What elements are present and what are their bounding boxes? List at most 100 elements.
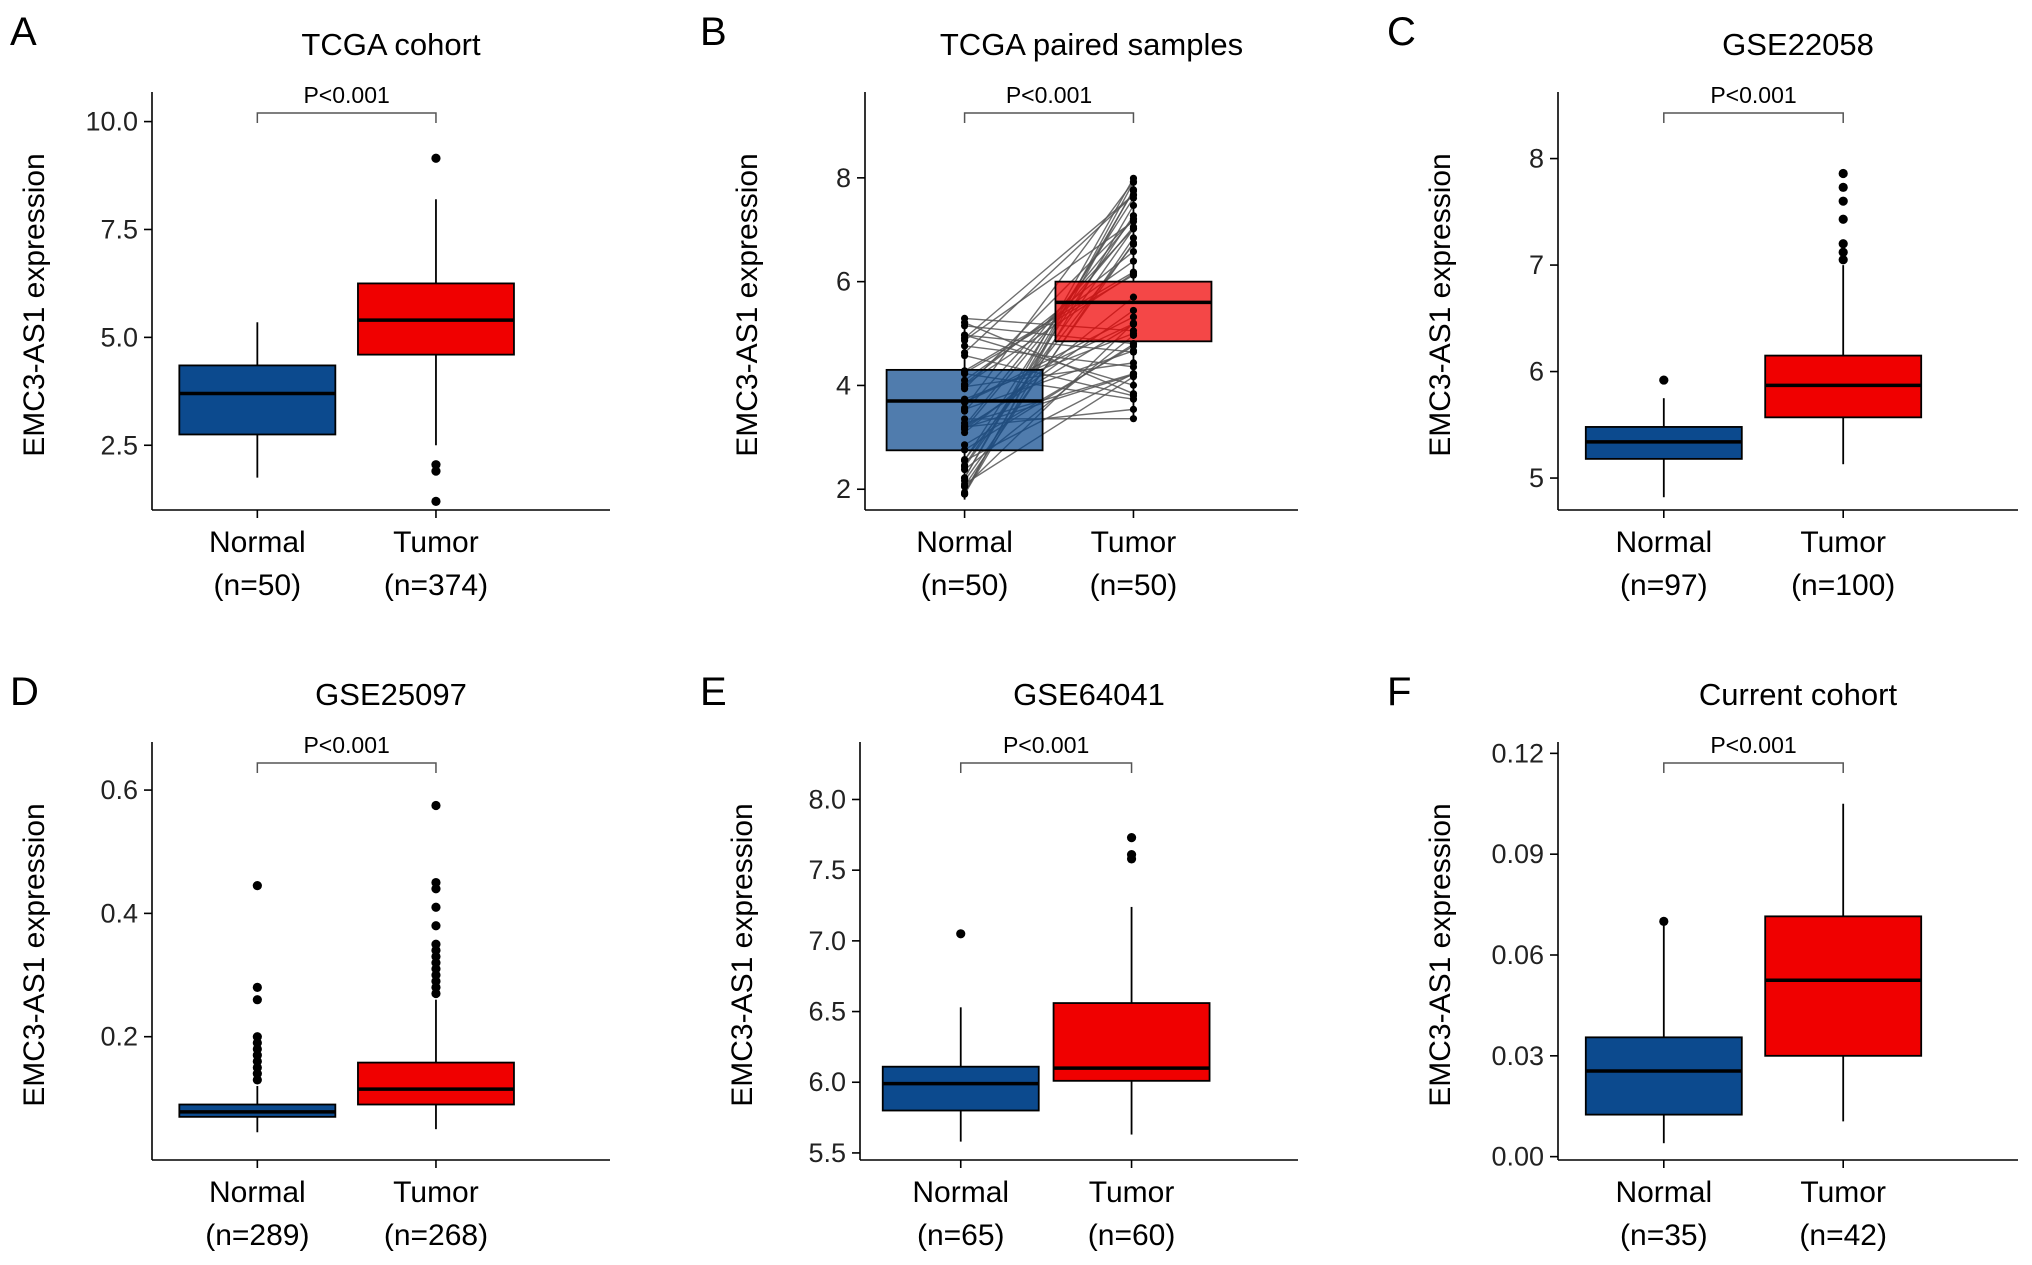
outlier-point xyxy=(1659,375,1669,385)
significance-bracket xyxy=(959,762,1133,773)
panel-letter: B xyxy=(700,10,727,54)
plot-area: 5 6 7 8 xyxy=(1529,92,2018,518)
outlier-point xyxy=(431,877,441,888)
paired-line xyxy=(964,334,1134,353)
chart-title: TCGA paired samples xyxy=(940,27,1243,62)
y-tick-label: 8.0 xyxy=(808,784,846,814)
plot-area: 0.2 0.4 0.6 xyxy=(100,742,610,1168)
sample-point xyxy=(960,385,969,393)
panel-c: C GSE22058 EMC3-AS1 expression P<0.001 N… xyxy=(1387,10,2018,602)
y-tick-label: 0.09 xyxy=(1491,839,1544,869)
sample-point xyxy=(1129,215,1138,223)
outlier-point xyxy=(252,995,262,1005)
sample-size-normal: (n=35) xyxy=(1620,1219,1708,1252)
paired-line xyxy=(964,218,1134,390)
outlier-point xyxy=(431,939,441,949)
outlier-point xyxy=(431,496,441,506)
sample-size-normal: (n=50) xyxy=(921,569,1009,602)
box-tumor xyxy=(1764,915,1923,1057)
chart-title: GSE22058 xyxy=(1722,27,1874,62)
panel-letter: F xyxy=(1387,670,1411,714)
paired-line xyxy=(964,321,1134,395)
sample-point xyxy=(1129,363,1138,371)
plot-area: 2 4 6 8 xyxy=(836,92,1298,518)
y-tick-label: 0.03 xyxy=(1491,1041,1544,1071)
panel-letter: D xyxy=(10,670,39,714)
sample-size-normal: (n=289) xyxy=(205,1219,309,1252)
sample-point xyxy=(1129,405,1138,413)
outlier-point xyxy=(431,902,441,912)
y-tick-label: 8 xyxy=(836,163,851,193)
sample-point xyxy=(960,490,969,498)
y-tick-label: 0.00 xyxy=(1491,1142,1544,1172)
category-label-tumor: Tumor xyxy=(1800,1176,1886,1209)
outlier-point xyxy=(252,982,262,992)
y-tick-label: 7.5 xyxy=(100,214,138,244)
outlier-point xyxy=(1838,182,1848,192)
sample-point xyxy=(1129,247,1138,256)
category-label-tumor: Tumor xyxy=(1800,526,1886,559)
sample-size-tumor: (n=374) xyxy=(384,569,488,602)
outlier-point xyxy=(431,466,441,476)
outlier-point xyxy=(252,881,262,891)
outlier-point xyxy=(1838,168,1848,179)
sample-point xyxy=(1129,293,1138,301)
y-tick-label: 0.06 xyxy=(1491,940,1544,970)
panel-b: B TCGA paired samples EMC3-AS1 expressio… xyxy=(700,10,1298,602)
paired-line xyxy=(964,354,1134,397)
p-value-label: P<0.001 xyxy=(1006,82,1092,108)
significance-bracket xyxy=(256,112,437,123)
plot-area: 5.5 6.0 6.5 7.0 7.5 8.0 xyxy=(808,742,1298,1168)
y-tick-label: 8 xyxy=(1529,144,1544,174)
outlier-point xyxy=(1126,850,1137,860)
paired-line xyxy=(964,345,1134,368)
sample-size-tumor: (n=60) xyxy=(1088,1219,1176,1252)
significance-bracket xyxy=(256,762,437,773)
sample-point xyxy=(960,398,969,406)
y-tick-label: 5 xyxy=(1529,463,1544,493)
sample-point xyxy=(960,336,969,344)
sample-point xyxy=(1129,392,1138,400)
outlier-point xyxy=(1838,214,1848,224)
sample-point xyxy=(960,342,969,350)
panel-a: A TCGA cohort EMC3-AS1 expression P<0.00… xyxy=(10,10,610,602)
y-tick-label: 0.2 xyxy=(100,1022,138,1052)
sample-size-tumor: (n=50) xyxy=(1090,569,1178,602)
sample-point xyxy=(960,376,969,384)
p-value-label: P<0.001 xyxy=(1003,732,1089,758)
y-tick-label: 4 xyxy=(836,370,851,400)
sample-point xyxy=(960,422,969,430)
significance-bracket xyxy=(1663,112,1844,123)
box-normal xyxy=(881,1065,1040,1112)
outlier-point xyxy=(1126,833,1137,843)
sample-point xyxy=(1129,306,1138,315)
sample-point xyxy=(1129,178,1138,186)
category-label-normal: Normal xyxy=(912,1176,1009,1209)
y-tick-label: 0.4 xyxy=(100,898,138,928)
panel-letter: C xyxy=(1387,10,1416,54)
outlier-point xyxy=(1838,196,1848,206)
sample-point xyxy=(1129,415,1138,423)
y-tick-label: 10.0 xyxy=(85,107,138,137)
plot-area: 0.00 0.03 0.06 0.09 0.12 xyxy=(1491,738,2018,1172)
category-label-normal: Normal xyxy=(209,1176,306,1209)
sample-point xyxy=(1129,234,1138,242)
sample-size-tumor: (n=100) xyxy=(1791,569,1895,602)
p-value-label: P<0.001 xyxy=(1710,732,1796,758)
panel-letter: A xyxy=(10,10,37,54)
sample-point xyxy=(960,331,969,339)
plot-area: 2.5 5.0 7.5 10.0 xyxy=(85,92,610,518)
sample-point xyxy=(1129,331,1138,339)
sample-point xyxy=(960,456,969,464)
sample-point xyxy=(1129,348,1138,356)
sample-point xyxy=(1129,271,1138,279)
sample-size-normal: (n=65) xyxy=(917,1219,1005,1252)
y-tick-label: 0.12 xyxy=(1491,738,1544,768)
p-value-label: P<0.001 xyxy=(303,732,389,758)
sample-point xyxy=(960,474,969,482)
y-axis-label: EMC3-AS1 expression xyxy=(18,803,51,1106)
sample-point xyxy=(1129,240,1138,248)
box-normal xyxy=(1584,1036,1743,1116)
sample-point xyxy=(960,415,969,423)
